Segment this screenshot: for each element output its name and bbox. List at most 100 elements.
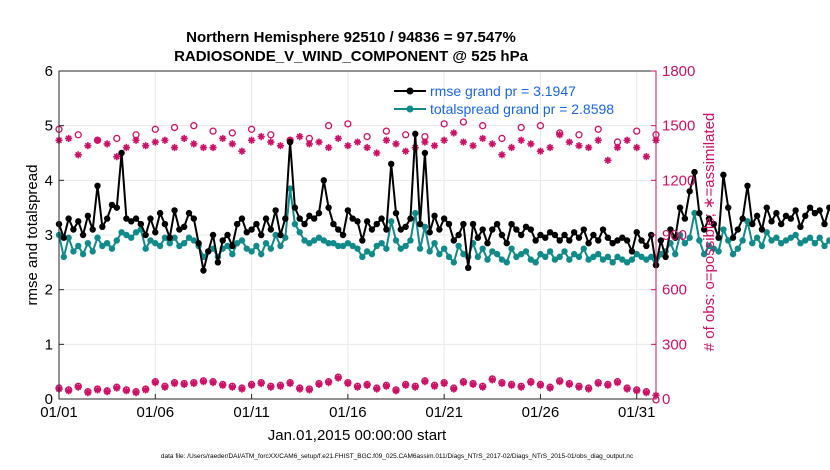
totalspread-point <box>65 234 72 241</box>
rmse-point <box>700 226 708 233</box>
obs-assimilated-marker <box>93 136 102 144</box>
rmse-point <box>84 212 92 220</box>
totalspread-point <box>619 256 626 263</box>
lower-obs-assimilated-marker <box>267 383 275 391</box>
rmse-point <box>657 237 665 244</box>
totalspread-point <box>479 245 486 252</box>
rmse-point <box>532 237 539 244</box>
y-tick-label: 6 <box>45 63 53 80</box>
legend: rmse grand pr = 3.1947 totalspread grand… <box>394 83 614 117</box>
obs-possible-marker <box>575 131 583 139</box>
totalspread-point <box>763 229 770 236</box>
obs-assimilated-marker <box>170 143 179 152</box>
rmse-point <box>412 130 419 138</box>
rmse-point <box>291 204 299 211</box>
rmse-point <box>248 226 255 233</box>
totalspread-point <box>744 218 751 225</box>
totalspread-point <box>94 234 101 241</box>
lower-obs-assimilated-marker <box>575 383 583 391</box>
totalspread-point <box>75 242 82 250</box>
totalspread-point <box>643 256 650 263</box>
totalspread-point <box>773 234 780 241</box>
totalspread-point <box>493 250 501 258</box>
rmse-point <box>354 218 361 225</box>
rmse-point <box>773 209 780 217</box>
lower-obs-assimilated-marker <box>363 381 371 389</box>
rmse-point <box>556 237 563 244</box>
totalspread-point <box>542 253 549 261</box>
obs-assimilated-marker <box>296 133 304 141</box>
rmse-point <box>758 226 766 233</box>
rmse-point <box>749 220 756 228</box>
rmse-point <box>465 264 472 271</box>
rmse-point <box>65 215 72 222</box>
lower-obs-assimilated-marker <box>344 379 352 388</box>
lower-obs-assimilated-marker <box>613 379 622 387</box>
lower-obs-assimilated-marker <box>527 379 535 387</box>
rmse-point <box>508 220 515 228</box>
totalspread-point <box>436 250 443 258</box>
rmse-point <box>777 220 785 228</box>
totalspread-point <box>570 250 578 258</box>
rmse-point <box>566 237 573 244</box>
rmse-point <box>489 226 496 233</box>
y-tick-label: 3 <box>45 227 53 244</box>
rmse-point <box>258 231 265 239</box>
obs-assimilated-marker <box>238 147 246 155</box>
rmse-point <box>460 220 467 228</box>
y-tick-label: 2 <box>45 282 53 299</box>
rmse-point <box>609 240 616 247</box>
rmse-point <box>79 231 87 239</box>
rmse-point <box>330 220 337 228</box>
totalspread-point <box>720 226 727 233</box>
rmse-point <box>89 226 96 233</box>
rmse-point <box>797 223 804 230</box>
obs-assimilated-marker <box>479 134 487 143</box>
totalspread-point <box>325 240 332 247</box>
obs-possible-marker <box>536 122 545 130</box>
rmse-point <box>397 226 405 233</box>
rmse-point <box>344 207 352 214</box>
rmse-point <box>734 226 742 233</box>
obs-assimilated-marker <box>459 138 468 146</box>
lower-obs-assimilated-marker <box>594 379 602 388</box>
obs-assimilated-marker <box>247 136 256 144</box>
x-tick-label: 01/31 <box>618 404 656 421</box>
lower-obs-assimilated-marker <box>556 378 564 386</box>
totalspread-point <box>392 237 400 244</box>
totalspread-point <box>522 248 530 255</box>
lower-obs-assimilated-marker <box>199 378 208 386</box>
totalspread-point <box>224 242 231 250</box>
obs-assimilated-marker <box>257 133 265 141</box>
totalspread-point <box>445 253 453 261</box>
y2-tick-label: 0 <box>662 391 670 408</box>
totalspread-point <box>253 242 260 250</box>
totalspread-point <box>513 253 520 261</box>
rmse-point <box>826 204 830 211</box>
obs-assimilated-marker <box>633 143 641 152</box>
lower-obs-assimilated-marker <box>74 383 82 391</box>
totalspread-point <box>243 245 250 252</box>
rmse-point <box>416 220 424 228</box>
totalspread-point <box>368 250 376 258</box>
rmse-point <box>301 220 308 228</box>
obs-assimilated-marker <box>536 147 545 155</box>
chart-subtitle: RADIOSONDE_V_WIND_COMPONENT @ 525 hPa <box>174 48 529 65</box>
lower-obs-assimilated-marker <box>469 380 477 389</box>
obs-possible-marker <box>190 122 198 130</box>
lower-obs-assimilated-marker <box>498 379 506 388</box>
totalspread-point <box>132 229 140 236</box>
rmse-point <box>118 149 125 157</box>
totalspread-point <box>696 237 703 244</box>
totalspread-point <box>330 240 337 247</box>
totalspread-point <box>623 259 631 266</box>
obs-assimilated-marker <box>584 143 593 152</box>
obs-assimilated-marker <box>517 136 525 144</box>
totalspread-point <box>455 242 462 250</box>
totalspread-point <box>792 231 799 239</box>
totalspread-point <box>599 256 607 263</box>
x-tick-label: 01/01 <box>40 404 78 421</box>
totalspread-point <box>147 237 154 244</box>
rmse-point <box>233 220 241 228</box>
obs-possible-marker <box>267 131 275 139</box>
